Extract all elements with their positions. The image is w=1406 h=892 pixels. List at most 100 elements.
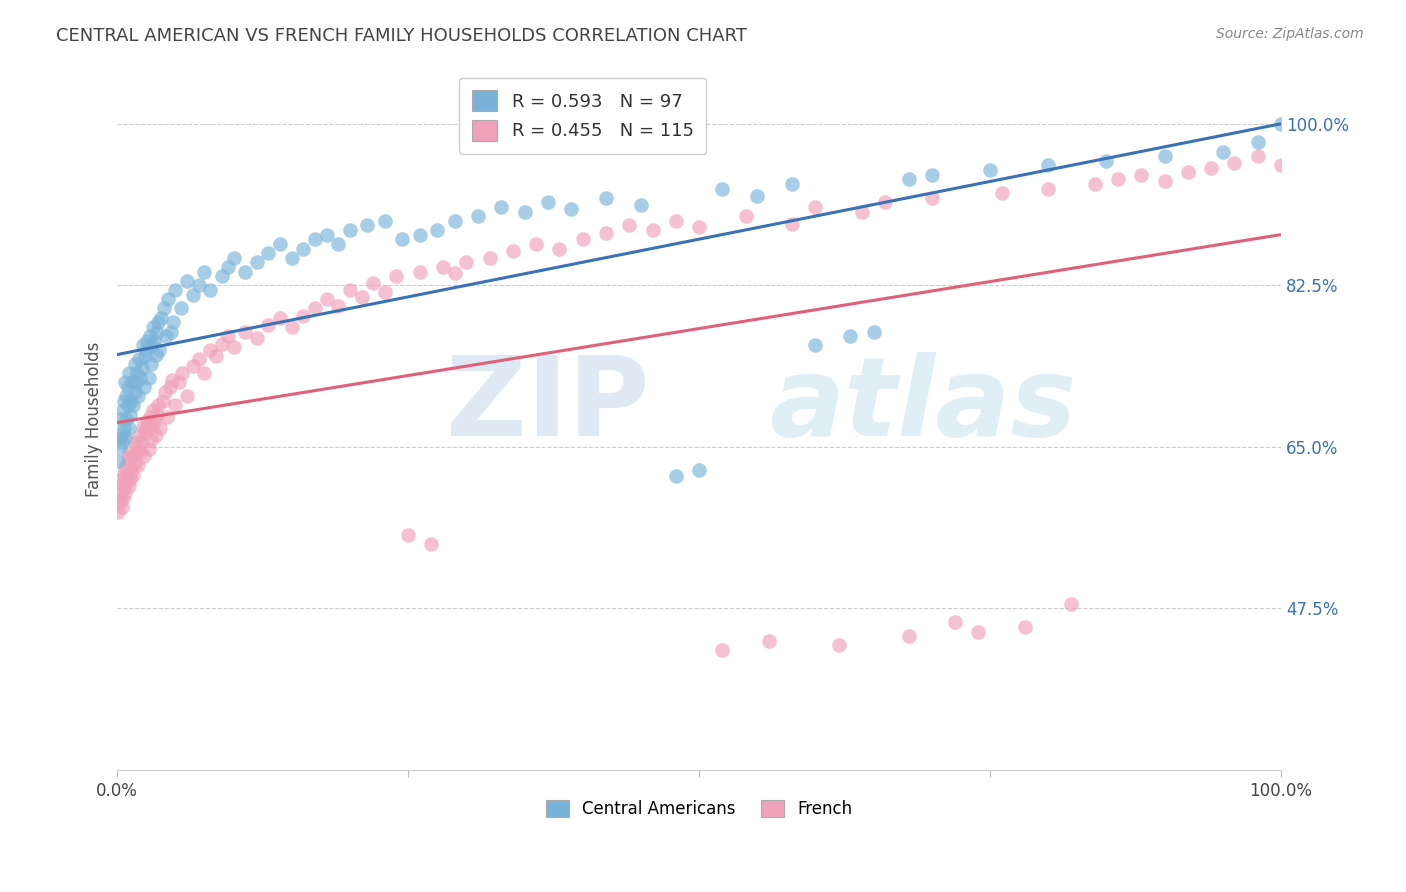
- Point: [127, 458, 149, 473]
- Point: [114, 463, 136, 477]
- Point: [125, 366, 148, 380]
- Point: [124, 384, 146, 399]
- Point: [571, 232, 593, 246]
- Point: [1153, 174, 1175, 188]
- Point: [156, 410, 179, 425]
- Point: [193, 366, 215, 380]
- Point: [1038, 181, 1060, 195]
- Point: [804, 338, 827, 352]
- Point: [128, 352, 150, 367]
- Point: [153, 384, 176, 399]
- Legend: Central Americans, French: Central Americans, French: [538, 793, 859, 825]
- Point: [149, 421, 172, 435]
- Point: [1153, 149, 1175, 163]
- Point: [1014, 620, 1036, 634]
- Point: [1130, 168, 1153, 182]
- Point: [145, 408, 167, 422]
- Point: [155, 329, 177, 343]
- Point: [862, 325, 884, 339]
- Point: [143, 415, 166, 429]
- Point: [1247, 149, 1270, 163]
- Point: [537, 195, 560, 210]
- Point: [112, 482, 135, 496]
- Point: [131, 361, 153, 376]
- Point: [139, 357, 162, 371]
- Point: [111, 403, 134, 417]
- Point: [135, 421, 157, 435]
- Point: [117, 398, 139, 412]
- Point: [921, 168, 943, 182]
- Point: [304, 301, 326, 316]
- Point: [1247, 136, 1270, 150]
- Point: [108, 440, 131, 454]
- Point: [780, 177, 803, 191]
- Point: [122, 467, 145, 482]
- Point: [132, 419, 155, 434]
- Point: [246, 331, 269, 345]
- Point: [1095, 153, 1118, 168]
- Point: [350, 290, 373, 304]
- Point: [193, 264, 215, 278]
- Point: [124, 456, 146, 470]
- Point: [111, 476, 134, 491]
- Text: Source: ZipAtlas.com: Source: ZipAtlas.com: [1216, 27, 1364, 41]
- Point: [851, 204, 873, 219]
- Point: [467, 209, 489, 223]
- Point: [139, 410, 162, 425]
- Point: [131, 435, 153, 450]
- Point: [205, 350, 228, 364]
- Point: [217, 260, 239, 274]
- Point: [118, 421, 141, 435]
- Point: [112, 421, 135, 435]
- Point: [135, 343, 157, 357]
- Point: [132, 449, 155, 463]
- Point: [1107, 172, 1129, 186]
- Point: [688, 463, 710, 477]
- Point: [118, 408, 141, 422]
- Point: [165, 283, 187, 297]
- Point: [152, 393, 174, 408]
- Point: [107, 454, 129, 468]
- Point: [665, 469, 688, 483]
- Point: [1038, 158, 1060, 172]
- Point: [1060, 597, 1083, 611]
- Point: [139, 329, 162, 343]
- Point: [257, 246, 280, 260]
- Point: [111, 500, 134, 514]
- Point: [619, 219, 641, 233]
- Point: [132, 338, 155, 352]
- Point: [127, 389, 149, 403]
- Point: [374, 285, 396, 299]
- Point: [943, 615, 966, 630]
- Point: [281, 251, 304, 265]
- Point: [129, 444, 152, 458]
- Point: [114, 431, 136, 445]
- Point: [176, 274, 198, 288]
- Point: [1084, 177, 1107, 191]
- Point: [134, 426, 156, 441]
- Point: [269, 310, 291, 325]
- Point: [897, 172, 920, 186]
- Point: [758, 633, 780, 648]
- Point: [167, 376, 190, 390]
- Point: [115, 458, 138, 473]
- Point: [146, 315, 169, 329]
- Point: [141, 338, 163, 352]
- Point: [187, 278, 209, 293]
- Point: [967, 624, 990, 639]
- Point: [111, 491, 134, 505]
- Point: [114, 486, 136, 500]
- Point: [432, 260, 454, 274]
- Point: [409, 227, 432, 242]
- Point: [134, 350, 156, 364]
- Point: [478, 251, 501, 265]
- Point: [502, 244, 524, 259]
- Point: [747, 189, 769, 203]
- Point: [145, 428, 167, 442]
- Point: [107, 504, 129, 518]
- Point: [165, 398, 187, 412]
- Point: [420, 537, 443, 551]
- Point: [328, 299, 350, 313]
- Point: [148, 343, 170, 357]
- Text: CENTRAL AMERICAN VS FRENCH FAMILY HOUSEHOLDS CORRELATION CHART: CENTRAL AMERICAN VS FRENCH FAMILY HOUSEH…: [56, 27, 747, 45]
